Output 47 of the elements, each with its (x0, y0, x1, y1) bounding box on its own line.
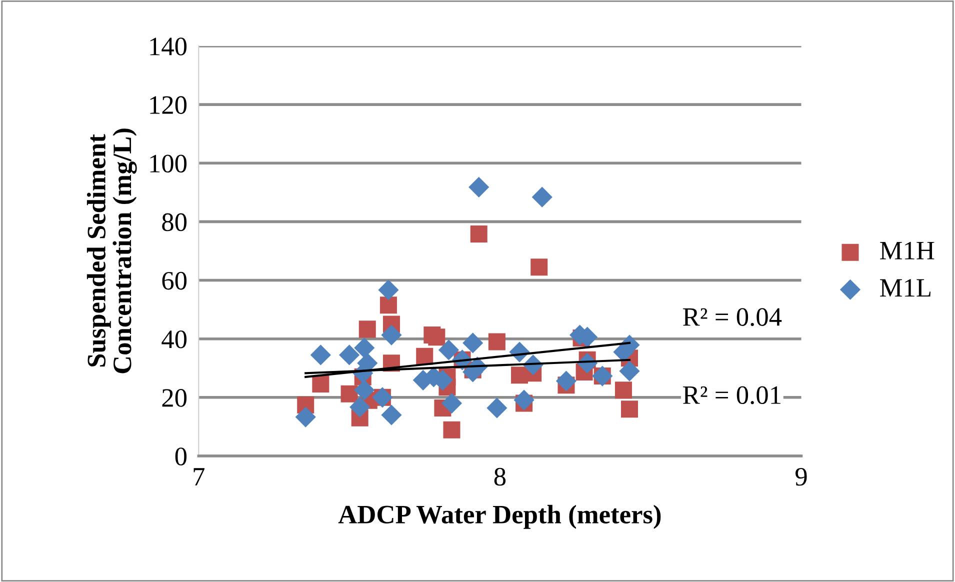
point (514, 390, 534, 410)
point (295, 406, 316, 428)
point (358, 320, 376, 338)
x-tick-label: 7 (194, 468, 204, 486)
point (416, 348, 434, 365)
annotation: R² = 0.01 (683, 386, 780, 404)
y-tick-label: 120 (150, 96, 187, 114)
point (354, 380, 375, 400)
point (428, 328, 446, 346)
point (556, 370, 577, 392)
legend-label: M1L (880, 279, 930, 297)
point (532, 186, 552, 208)
legend-label: M1H (880, 242, 934, 260)
y-tick-label: 0 (175, 448, 187, 466)
point (438, 340, 460, 360)
y-tick-label: 100 (150, 154, 187, 173)
point (462, 332, 484, 354)
point (380, 296, 397, 314)
point (340, 385, 358, 402)
y-tick-label: 40 (162, 330, 187, 348)
x-axis-title: ADCP Water Depth (meters) (338, 504, 661, 529)
point (350, 396, 370, 418)
y-tick-label: 60 (162, 272, 187, 290)
y-tick-label: 20 (162, 389, 187, 407)
point (614, 382, 632, 399)
point (310, 344, 331, 366)
point (354, 338, 375, 358)
x-tick-label: 8 (494, 468, 506, 486)
point (468, 176, 490, 198)
point (621, 400, 638, 418)
point (530, 258, 548, 276)
x-tick-label: 9 (795, 468, 807, 486)
annotation: R² = 0.04 (683, 308, 782, 326)
point (486, 398, 508, 418)
point (441, 392, 462, 414)
point (488, 333, 506, 350)
point (381, 404, 402, 426)
point (312, 375, 330, 392)
point (378, 280, 399, 300)
point (443, 421, 460, 438)
point (470, 225, 488, 243)
point (619, 360, 640, 382)
y-axis-title: Suspended Sediment Concentration (mg/L) (86, 128, 137, 374)
point (338, 344, 360, 366)
point (381, 324, 402, 346)
y-tick-label: 140 (150, 38, 187, 56)
y-tick-label: 80 (162, 213, 187, 232)
